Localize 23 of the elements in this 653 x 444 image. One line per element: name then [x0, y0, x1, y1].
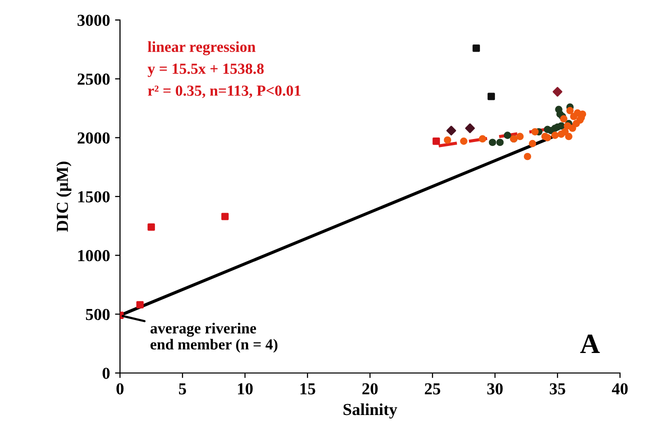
y-axis-title: DIC (µM) [56, 162, 72, 232]
x-axis-title: Salinity [344, 403, 398, 419]
x-tick-label: 5 [179, 383, 186, 394]
annotation: average riverine end member (n = 4) [150, 322, 278, 353]
x-tick-label: 40 [612, 383, 628, 394]
y-tick-label: 0 [102, 368, 110, 379]
annotation: r² = 0.35, n=113, P<0.01 [148, 86, 300, 98]
y-tick-label: 1500 [78, 191, 110, 202]
x-tick-label: 20 [362, 383, 378, 394]
x-tick-label: 10 [238, 383, 253, 394]
annotation: A [580, 334, 600, 353]
annotation: y = 15.5x + 1538.8 [148, 64, 264, 78]
annotation: linear regression [148, 41, 256, 56]
x-tick-label: 35 [550, 383, 566, 394]
x-tick-label: 25 [424, 383, 440, 394]
y-tick-label: 2000 [78, 132, 110, 144]
y-tick-label: 2500 [78, 74, 110, 85]
x-tick-label: 0 [116, 383, 124, 394]
y-tick-label: 500 [86, 308, 110, 320]
x-tick-label: 15 [300, 383, 316, 394]
y-tick-label: 1000 [78, 250, 110, 262]
y-tick-label: 3000 [78, 14, 110, 26]
x-tick-label: 30 [487, 383, 503, 394]
